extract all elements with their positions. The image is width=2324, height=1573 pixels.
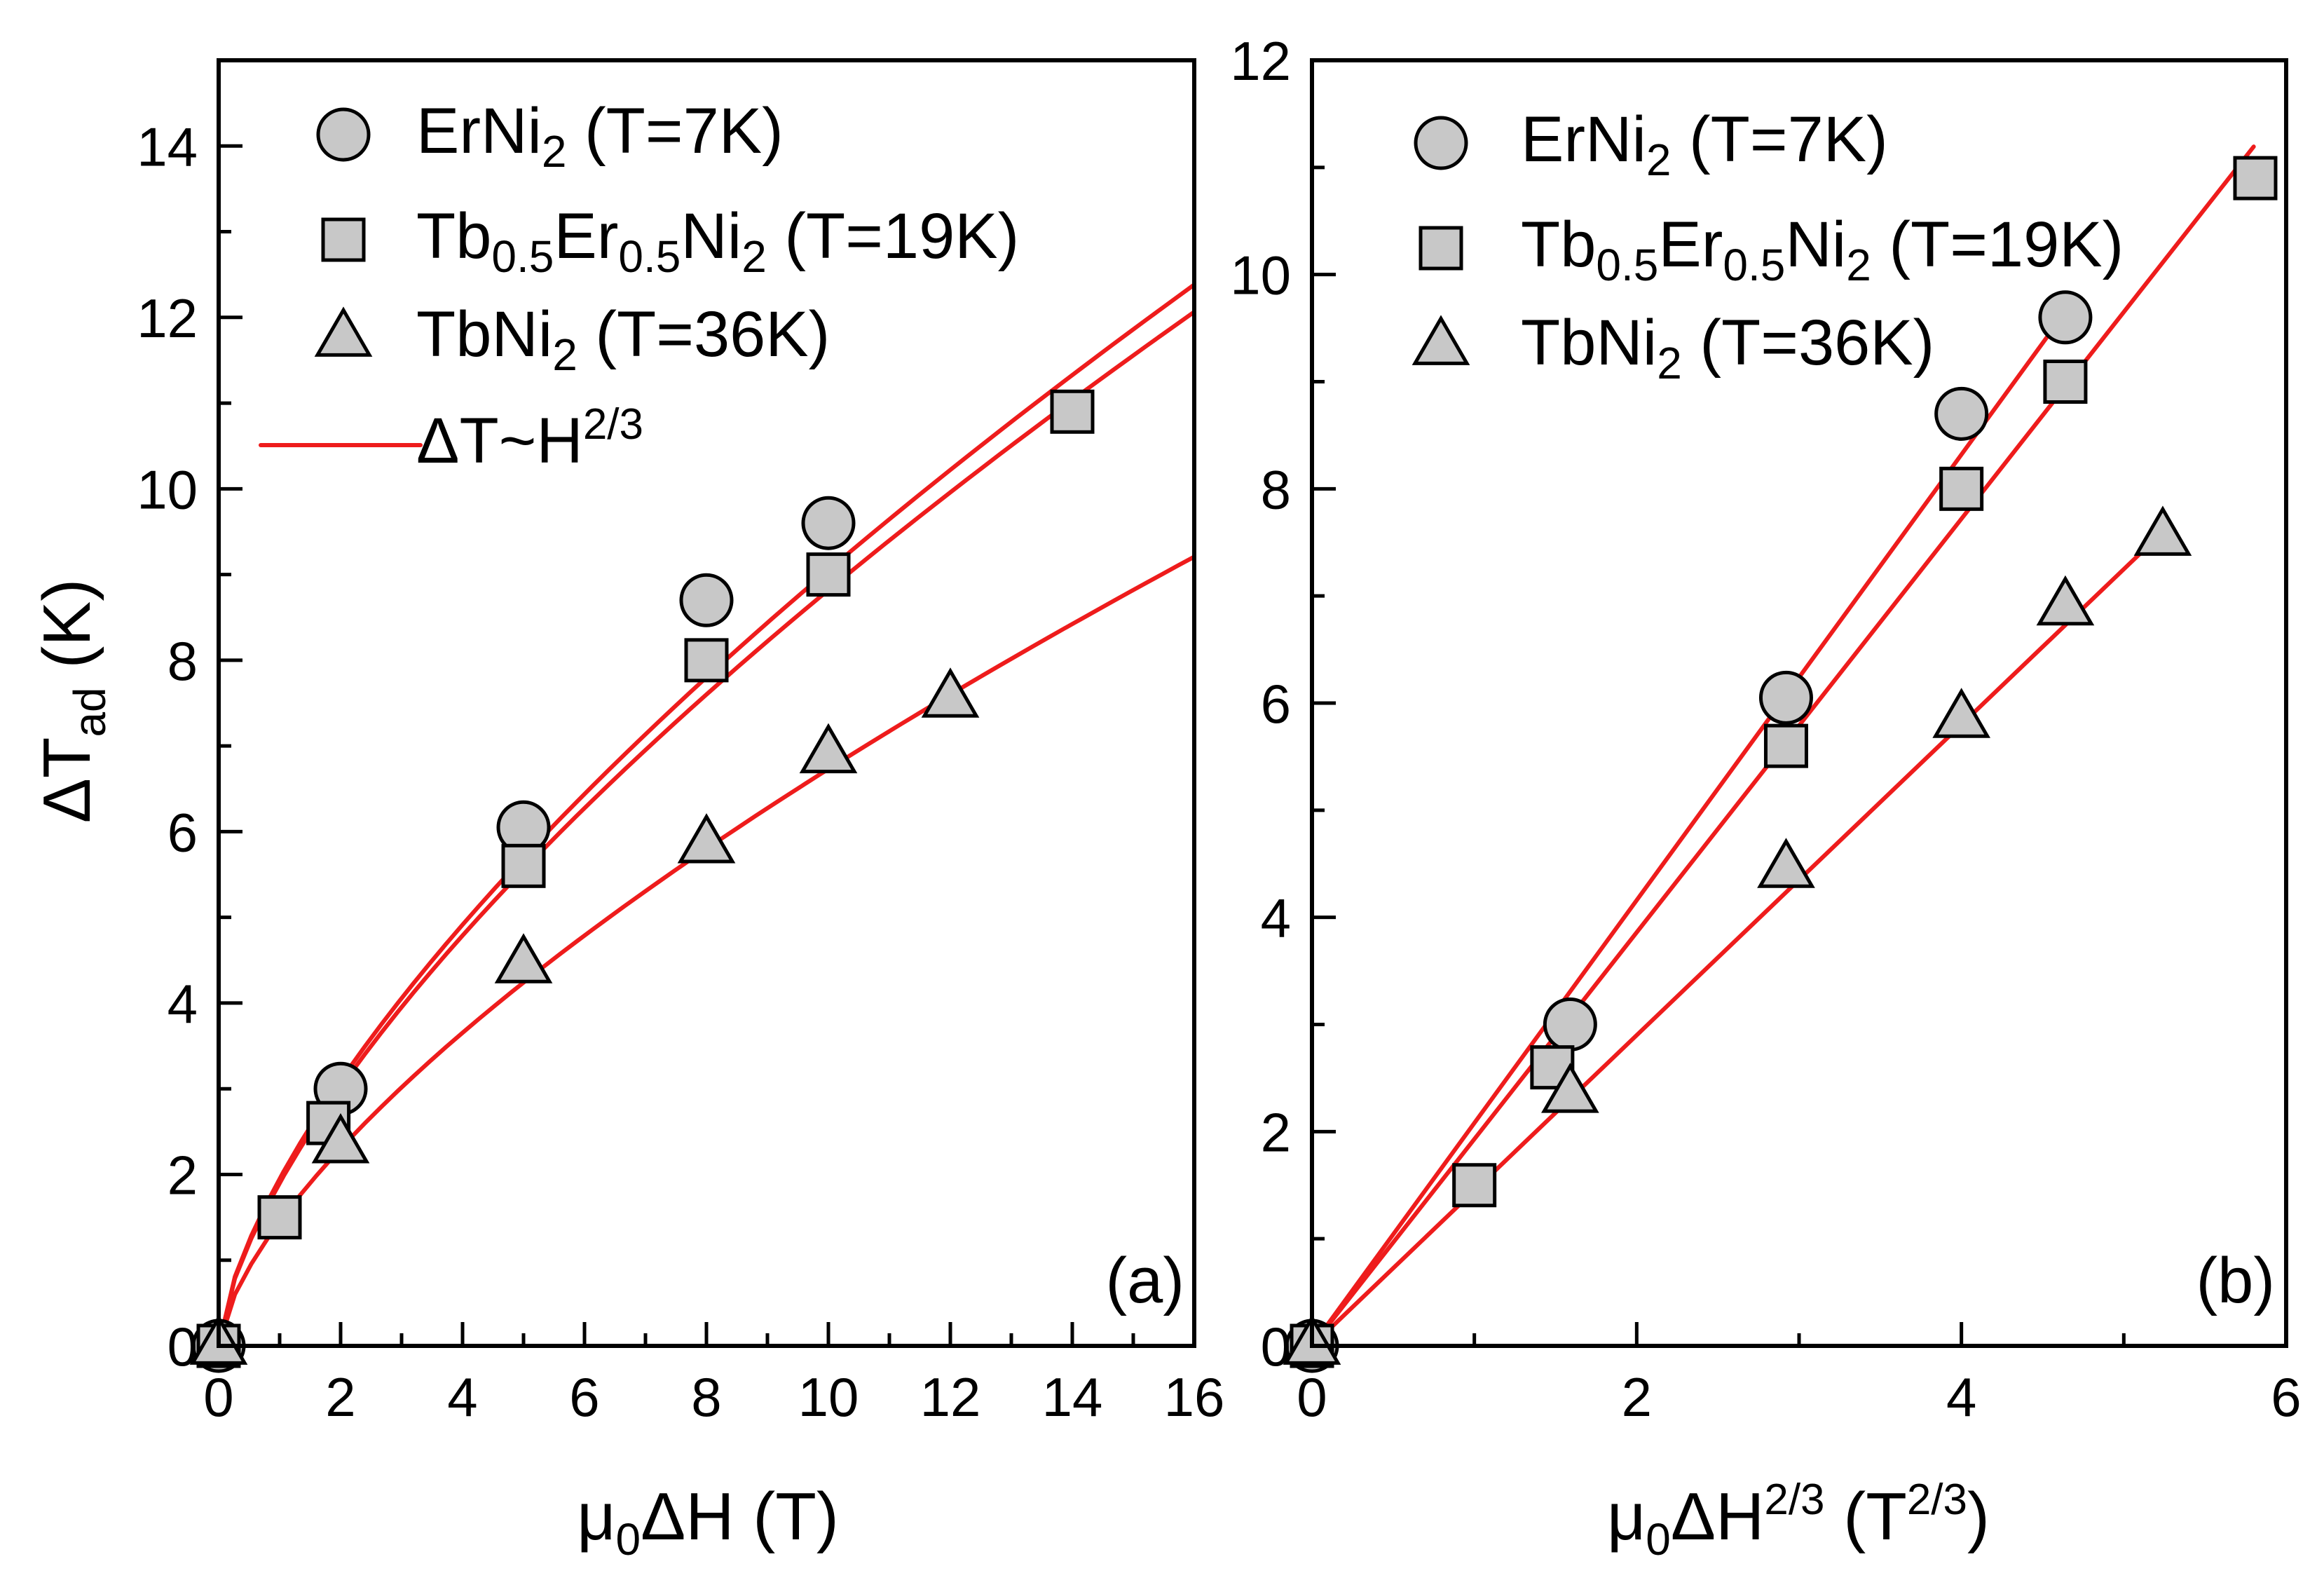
- panel-a-y-tick-label: 2: [168, 1144, 198, 1206]
- panel-b-point-tbni2-t-36k: [1757, 838, 1815, 888]
- panel-b-point-tbni2-t-36k: [1541, 1063, 1599, 1113]
- panel-b-legend-triangle-marker: [1412, 315, 1470, 365]
- panel-a-point-tbni2-t-36k: [494, 933, 553, 983]
- panel-a-y-tick-label: 12: [137, 287, 198, 349]
- panel-a-point-erni2-t-7k: [801, 496, 856, 550]
- panel-b-y-tick-label: 6: [1261, 673, 1291, 735]
- panel-a-legend-item-tbni: TbNi2 (T=36K): [416, 299, 830, 380]
- panel-a-point-tb0-5er0-5ni2-t-19k: [806, 552, 851, 597]
- panel-a-markers: [189, 389, 1095, 1373]
- panel-b-legend-item-tberni: Tb0.5Er0.5Ni2 (T=19K): [1521, 209, 2124, 290]
- panel-b-point-tbni2-t-36k: [2133, 505, 2192, 556]
- panel-a-x-tick-label: 12: [920, 1366, 981, 1428]
- panel-a-y-tick-label: 8: [168, 630, 198, 692]
- panel-b-frame: [1310, 58, 2288, 1348]
- panel-b-point-erni2-t-7k: [1934, 386, 1989, 441]
- panel-b-point-erni2-t-7k: [1543, 997, 1597, 1051]
- panel-a-x-tick-label: 6: [569, 1366, 599, 1428]
- panel-b-fit-tbni2-t-36k: [1310, 529, 2165, 1348]
- panel-a-y-tick-label: 10: [137, 458, 198, 520]
- panel-a-legend-markers: [314, 107, 373, 357]
- panel-a-fit-erni2-t-7k: [217, 309, 1196, 1348]
- panel-b-y-tick-label: 4: [1261, 887, 1291, 949]
- panel-b-legend-item-tbni: TbNi2 (T=36K): [1521, 307, 1934, 388]
- panel-a-point-tb0-5er0-5ni2-t-19k: [257, 1195, 302, 1240]
- panel-a-point-tbni2-t-36k: [799, 723, 858, 774]
- panel-b-x-tick-label: 6: [2271, 1366, 2301, 1428]
- panel-a-x-tick-label: 10: [798, 1366, 859, 1428]
- panel-b-y-tick-label: 10: [1230, 245, 1291, 306]
- panel-b-point-tbni2-t-36k: [1932, 688, 1990, 738]
- panel-a-point-tb0-5er0-5ni2-t-19k: [1050, 389, 1095, 434]
- panel-b-point-erni2-t-7k: [1758, 670, 1813, 725]
- panel-b-x-tick-label: 0: [1297, 1366, 1327, 1428]
- panel-b-y-tick-label: 2: [1261, 1101, 1291, 1163]
- panel-b-markers: [1283, 156, 2278, 1373]
- panel-b-y-tick-label: 8: [1261, 458, 1291, 520]
- panel-b-x-tick-label: 2: [1622, 1366, 1652, 1428]
- panel-a-tick-labels: 0 2 4 6 8 10 12 14 16 0 2 4 6 8 10 12 14: [137, 116, 1224, 1428]
- panel-b-point-tbni2-t-36k: [2036, 575, 2095, 626]
- panel-a-point-tbni2-t-36k: [921, 667, 980, 718]
- panel-b-label: (b): [2196, 1245, 2275, 1316]
- panel-b-point-tb0-5er0-5ni2-t-19k: [1763, 723, 1808, 768]
- panel-b-legend-square-marker: [1419, 226, 1463, 271]
- panel-a-point-tbni2-t-36k: [677, 813, 736, 864]
- panel-a-x-tick-label: 16: [1164, 1366, 1225, 1428]
- panel-a-legend-item-fit: ΔT~H2/3: [416, 400, 643, 477]
- panel-b: 0 2 4 6 0 2 4 6 8 10 12 (b) μ0ΔH2/3 (T2/3) ErNi2 (…: [1230, 30, 2301, 1565]
- panel-a-frame: [217, 58, 1196, 1348]
- panel-a-label: (a): [1106, 1245, 1184, 1316]
- panel-b-y-tick-label: 0: [1261, 1316, 1291, 1377]
- panel-a-point-tb0-5er0-5ni2-t-19k: [501, 843, 546, 888]
- panel-b-x-axis-title: μ0ΔH2/3 (T2/3): [1607, 1476, 1990, 1565]
- panel-a-legend-circle-marker: [316, 107, 371, 162]
- panel-a-y-tick-label: 0: [168, 1316, 198, 1377]
- panel-a-y-tick-label: 4: [168, 973, 198, 1035]
- panel-a-y-tick-label: 6: [168, 801, 198, 863]
- panel-a-point-tb0-5er0-5ni2-t-19k: [684, 638, 729, 683]
- panel-a-x-tick-label: 0: [203, 1366, 233, 1428]
- panel-a-legend-item-ernisi: ErNi2 (T=7K): [416, 95, 784, 177]
- panel-a-legend-square-marker: [321, 217, 366, 262]
- panel-a-legend: ErNi2 (T=7K) Tb0.5Er0.5Ni2 (T=19K) TbNi2…: [259, 95, 1019, 477]
- panel-b-legend-markers: [1412, 116, 1470, 365]
- panel-a-point-tbni2-t-36k: [311, 1112, 370, 1164]
- panel-a-legend-item-tberni: Tb0.5Er0.5Ni2 (T=19K): [416, 200, 1019, 282]
- panel-a-y-tick-label: 14: [137, 116, 198, 177]
- panel-b-legend-circle-marker: [1414, 116, 1468, 170]
- panel-b-point-tb0-5er0-5ni2-t-19k: [2043, 360, 2088, 404]
- panel-a-x-axis-title: μ0ΔH (T): [577, 1479, 839, 1565]
- panel-b-fit-erni2-t-7k: [1310, 296, 2077, 1348]
- panel-b-y-tick-label: 12: [1230, 30, 1291, 92]
- panel-b-x-tick-label: 4: [1946, 1366, 1976, 1428]
- panel-b-legend-item-ernisi: ErNi2 (T=7K): [1521, 104, 1888, 185]
- panel-b-point-erni2-t-7k: [2038, 290, 2093, 345]
- y-axis-title: ΔTad (K): [29, 579, 115, 824]
- panel-a-x-tick-label: 2: [325, 1366, 355, 1428]
- panel-a-legend-triangle-marker: [314, 306, 373, 357]
- panel-b-point-tb0-5er0-5ni2-t-19k: [2233, 156, 2278, 200]
- panel-b-point-tb0-5er0-5ni2-t-19k: [1452, 1163, 1497, 1208]
- panel-a-x-tick-label: 8: [691, 1366, 721, 1428]
- panel-a-point-erni2-t-7k: [679, 573, 734, 627]
- panel-a-x-tick-label: 14: [1042, 1366, 1103, 1428]
- panel-b-point-tb0-5er0-5ni2-t-19k: [1939, 466, 1984, 511]
- panel-b-tick-labels: 0 2 4 6 0 2 4 6 8 10 12: [1230, 30, 2301, 1428]
- panel-a-x-tick-label: 4: [447, 1366, 477, 1428]
- panel-b-legend: ErNi2 (T=7K) Tb0.5Er0.5Ni2 (T=19K) TbNi2…: [1412, 104, 2124, 388]
- panel-a: 0 2 4 6 8 10 12 14 16 0 2 4 6 8 10 12 14 (a) ΔTad (K) μ0…: [29, 58, 1224, 1565]
